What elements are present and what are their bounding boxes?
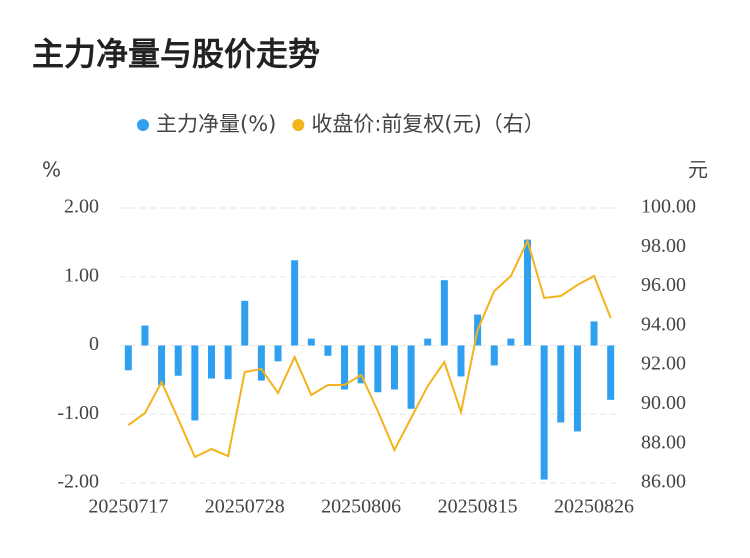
x-tick-label: 20250806 [321,496,401,518]
chart-title: 主力净量与股价走势 [32,35,320,73]
bar [191,345,199,421]
bar [141,325,149,346]
y-tick-label: -1.00 [57,402,99,424]
y-tick-label: 0 [89,333,99,355]
x-tick-label: 20250826 [554,496,634,518]
y-axis-unit: % [42,158,61,182]
legend-marker [137,119,149,131]
legend-marker [292,119,305,131]
bar [307,338,315,346]
bar [590,321,598,346]
y2-tick-label: 86.00 [641,471,686,493]
bar [573,345,581,432]
bar [357,345,365,384]
x-tick-label: 20250728 [205,496,285,518]
bar [158,345,166,386]
bar [457,345,465,377]
bar [424,338,432,346]
bar [440,280,448,346]
y-tick-label: 1.00 [64,264,99,286]
bar [224,345,232,380]
legend-label: 收盘价:前复权(元)（右） [311,112,544,136]
bar [174,345,182,376]
legend-label: 主力净量(%) [156,112,276,136]
y2-tick-label: 100.00 [641,196,696,218]
x-tick-label: 20250717 [88,496,168,518]
y-tick-label: 2.00 [64,196,99,218]
y2-tick-label: 92.00 [641,353,686,375]
y2-tick-label: 96.00 [641,274,686,296]
y2-axis-unit: 元 [688,158,708,182]
bar [557,345,565,423]
y2-tick-label: 98.00 [641,235,686,257]
bar [291,260,299,346]
bar [324,345,332,356]
bar [490,345,498,366]
bar [274,345,282,362]
x-tick-label: 20250815 [438,496,518,518]
bar [374,345,382,393]
bar [507,338,515,346]
bar [524,239,532,346]
bar [341,345,349,390]
bar [207,345,215,379]
y2-tick-label: 88.00 [641,431,686,453]
y-tick-label: -2.00 [57,471,99,493]
bar [607,345,615,400]
bar [540,345,548,480]
price-line [127,238,612,459]
bar [241,300,249,346]
bar [124,345,132,371]
bar [257,345,265,381]
bar [390,345,398,390]
bar [407,345,415,409]
y2-tick-label: 90.00 [641,392,686,414]
y2-tick-label: 94.00 [641,313,686,335]
